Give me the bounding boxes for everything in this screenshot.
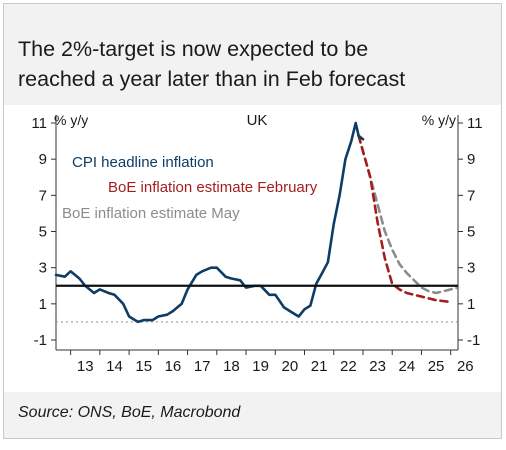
series-label-cpi: CPI headline inflation	[72, 154, 214, 171]
x-tick-label: 23	[369, 358, 386, 375]
y-tick-label-left: 7	[39, 187, 47, 204]
x-tick-label: 15	[135, 358, 152, 375]
series-line-may	[357, 134, 460, 295]
y-axis-label-right: % y/y	[422, 112, 456, 128]
y-tick-label-left: -1	[34, 332, 47, 349]
y-tick-label-right: 3	[467, 260, 475, 277]
y-tick-label-right: 7	[467, 187, 475, 204]
x-tick-label: 20	[282, 358, 299, 375]
y-tick-label-right: 9	[467, 151, 475, 168]
x-tick-label: 14	[106, 358, 123, 375]
x-tick-label: 24	[398, 358, 415, 375]
y-tick-label-right: 1	[467, 296, 475, 313]
chart-frame: The 2%-target is now expected to be reac…	[3, 3, 502, 439]
x-tick-label: 21	[311, 358, 328, 375]
x-tick-label: 17	[194, 358, 211, 375]
y-tick-label-right: 5	[467, 224, 475, 241]
y-tick-label-right: -1	[467, 332, 480, 349]
y-tick-label-left: 9	[39, 151, 47, 168]
x-tick-label: 16	[165, 358, 182, 375]
x-tick-label: 19	[252, 358, 269, 375]
series-line-cpi	[54, 121, 365, 324]
x-tick-label: 18	[223, 358, 240, 375]
x-tick-label: 26	[457, 358, 474, 375]
title-banner: The 2%-target is now expected to be reac…	[4, 4, 501, 105]
source-note: Source: ONS, BoE, Macrobond	[18, 404, 241, 421]
chart-title-line-2: reached a year later than in Feb forecas…	[18, 67, 406, 91]
chart-title: The 2%-target is now expected to be reac…	[18, 34, 498, 94]
y-tick-label-left: 5	[39, 224, 47, 241]
y-axis-label-left: % y/y	[54, 112, 88, 128]
y-tick-label-left: 11	[31, 115, 47, 132]
series-label-may: BoE inflation estimate May	[62, 205, 240, 222]
axes-layer	[51, 115, 463, 355]
y-tick-label-left: 1	[39, 296, 47, 313]
y-tick-label-left: 3	[39, 260, 47, 277]
x-tick-label: 13	[77, 358, 94, 375]
source-banner: Source: ONS, BoE, Macrobond	[4, 392, 501, 438]
series-label-feb: BoE inflation estimate February	[108, 179, 318, 196]
series-layer	[54, 121, 460, 324]
chart-title-line-1: The 2%-target is now expected to be	[18, 37, 369, 61]
series-line-feb	[357, 134, 453, 304]
plot-title: UK	[247, 112, 268, 129]
x-tick-label: 25	[428, 358, 445, 375]
y-tick-label-right: 11	[467, 115, 483, 132]
x-tick-label: 22	[340, 358, 357, 375]
